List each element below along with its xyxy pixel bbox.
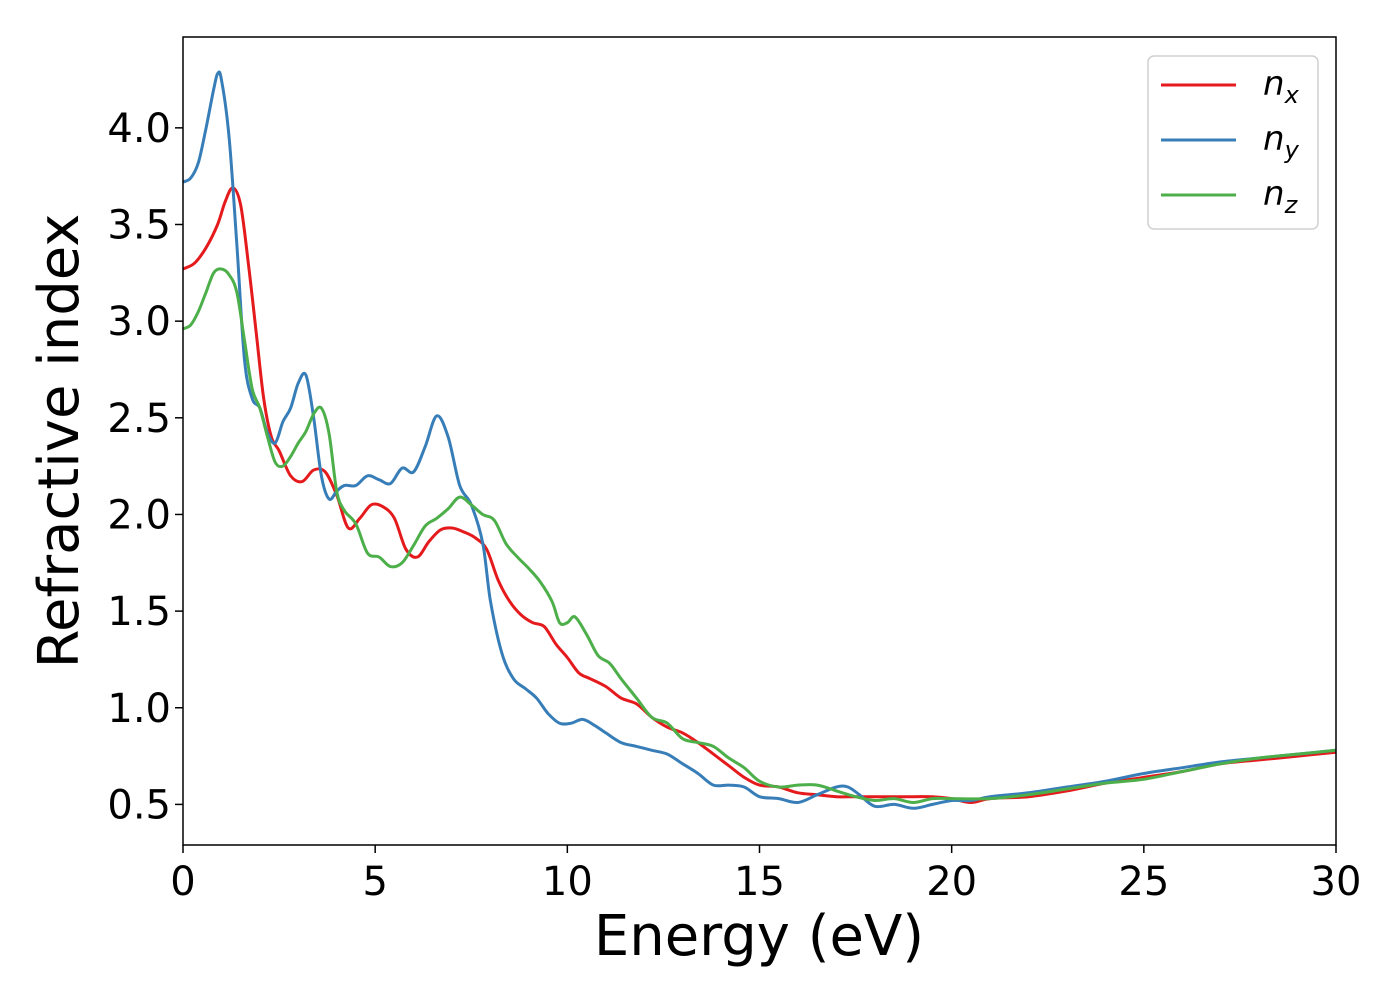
legend-label: nx bbox=[1263, 64, 1300, 109]
x-tick-label: 15 bbox=[734, 859, 785, 905]
x-tick-label: 5 bbox=[362, 859, 387, 905]
x-tick-label: 30 bbox=[1311, 859, 1362, 905]
x-tick-label: 10 bbox=[542, 859, 593, 905]
legend-label-subscript: y bbox=[1284, 136, 1300, 164]
y-axis-label: Refractive index bbox=[27, 214, 92, 669]
legend-label-base: n bbox=[1263, 64, 1285, 104]
x-tick-label: 25 bbox=[1118, 859, 1169, 905]
y-tick-label: 2.0 bbox=[107, 492, 171, 538]
y-tick-label: 4.0 bbox=[107, 106, 171, 152]
x-axis-label: Energy (eV) bbox=[594, 904, 924, 969]
legend-box bbox=[1147, 55, 1319, 230]
x-tick-label: 0 bbox=[170, 859, 195, 905]
legend-label: ny bbox=[1263, 119, 1300, 164]
y-tick-label: 0.5 bbox=[107, 782, 171, 828]
y-tick-label: 1.5 bbox=[107, 589, 171, 635]
series-layer bbox=[182, 70, 1337, 810]
legend-label-base: n bbox=[1263, 174, 1285, 214]
series-line-n-y bbox=[182, 70, 1337, 810]
y-tick-label: 2.5 bbox=[107, 396, 171, 442]
y-tick-label: 3.0 bbox=[107, 299, 171, 345]
legend-label-subscript: x bbox=[1284, 81, 1300, 109]
x-axis: 0 5 10 15 20 25 30 bbox=[170, 845, 1361, 905]
series-line-n-x bbox=[182, 186, 1337, 804]
series-line-n-z bbox=[182, 267, 1337, 804]
y-tick-label: 3.5 bbox=[107, 203, 171, 249]
y-axis: 0.5 1.0 1.5 2.0 2.5 3.0 3.5 4.0 bbox=[107, 106, 183, 828]
legend-label: nz bbox=[1263, 174, 1299, 219]
legend-label-base: n bbox=[1263, 119, 1285, 159]
legend-label-subscript: z bbox=[1284, 191, 1299, 219]
x-tick-label: 20 bbox=[926, 859, 977, 905]
y-tick-label: 1.0 bbox=[107, 686, 171, 732]
